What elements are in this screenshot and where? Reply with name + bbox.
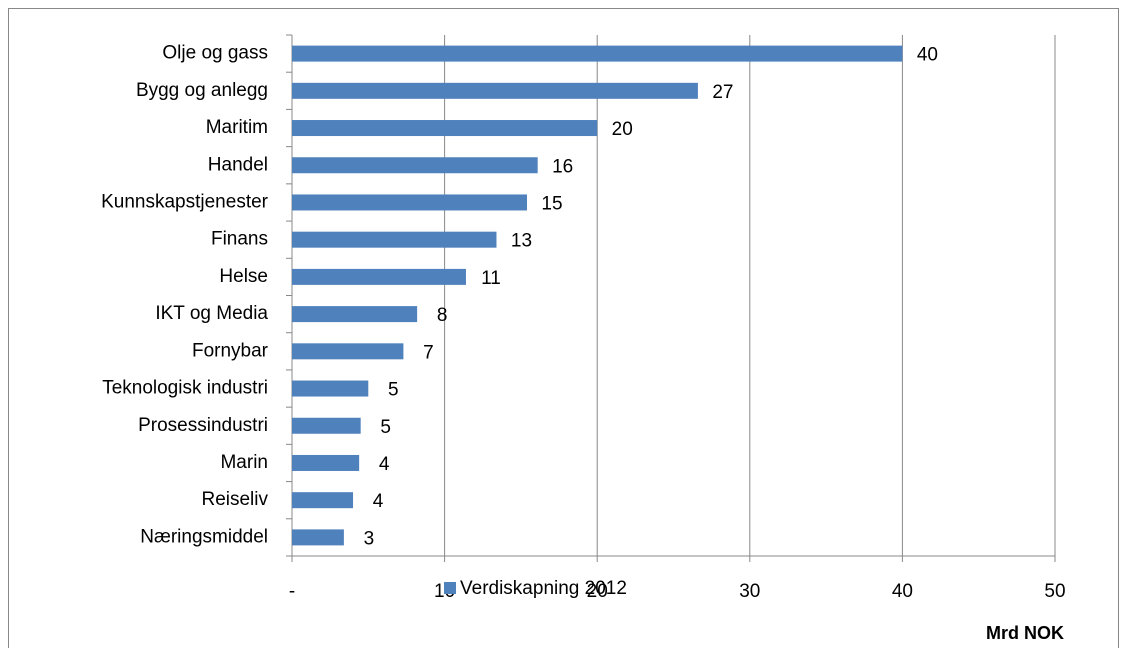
bar [292, 306, 418, 323]
data-label: 16 [552, 156, 573, 177]
bar [292, 492, 354, 509]
chart-frame [8, 8, 1119, 653]
y-tick-label: Olje og gass [162, 43, 268, 64]
bar [292, 82, 698, 99]
data-label: 5 [388, 380, 399, 401]
y-tick-label: Bygg og anlegg [136, 80, 268, 101]
bar [292, 529, 344, 546]
y-tick-label: Maritim [206, 117, 268, 138]
y-tick-label: Næringsmiddel [140, 526, 268, 547]
x-tick-label: 50 [1044, 581, 1065, 602]
y-tick-label: Reiseliv [201, 489, 268, 510]
bar [292, 120, 598, 137]
bar [292, 268, 466, 285]
bar [292, 454, 360, 471]
legend-label: Verdiskapning 2012 [460, 578, 627, 599]
data-label: 13 [511, 231, 532, 252]
y-tick-label: Handel [208, 154, 268, 175]
x-tick-label: 30 [739, 581, 760, 602]
data-label: 4 [379, 454, 390, 475]
data-label: 15 [541, 193, 562, 214]
bar [292, 45, 903, 62]
bar [292, 380, 369, 397]
x-tick-label: 40 [892, 581, 913, 602]
y-tick-label: Marin [220, 452, 268, 473]
data-label: 8 [437, 305, 448, 326]
y-tick-label: Fornybar [192, 340, 269, 361]
data-label: 5 [380, 417, 391, 438]
x-tick-label: 20 [587, 581, 608, 602]
data-label: 27 [712, 82, 733, 103]
y-tick-label: Kunnskapstjenester [101, 191, 269, 212]
bar [292, 194, 528, 211]
bar [292, 343, 404, 360]
data-label: 4 [373, 491, 384, 512]
data-label: 7 [423, 342, 434, 363]
x-axis-label: Mrd NOK [986, 623, 1064, 643]
y-tick-label: Helse [219, 266, 268, 287]
y-tick-label: IKT og Media [155, 303, 268, 324]
data-label: 40 [917, 45, 938, 66]
y-tick-label: Prosessindustri [138, 415, 268, 436]
y-tick-label: Finans [211, 229, 268, 250]
bar [292, 417, 361, 434]
data-label: 3 [364, 528, 375, 549]
x-tick-label: - [289, 581, 295, 602]
legend-swatch [444, 582, 456, 594]
data-label: 20 [612, 119, 633, 140]
data-label: 11 [481, 268, 501, 289]
y-tick-label: Teknologisk industri [102, 378, 268, 399]
bar [292, 157, 538, 174]
bar [292, 231, 497, 248]
